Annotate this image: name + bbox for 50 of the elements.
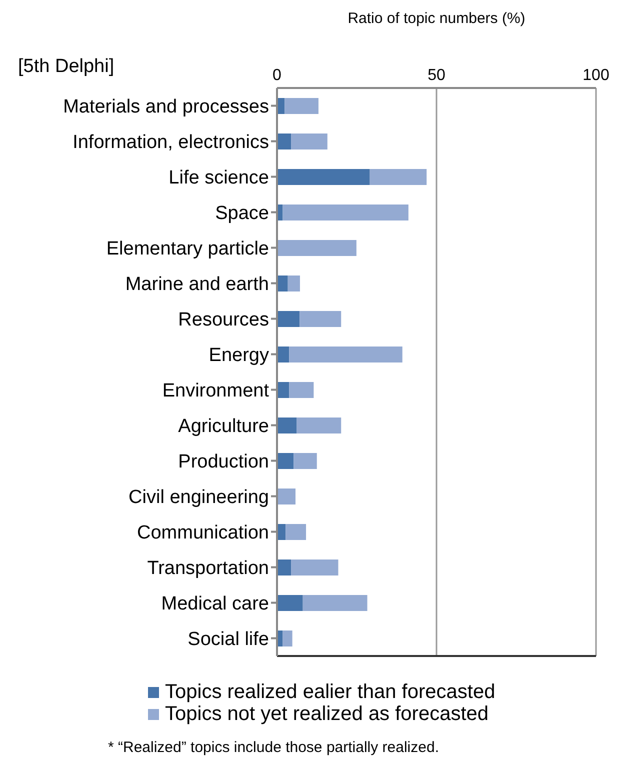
y-tick-label: Civil engineering: [128, 486, 269, 508]
bar: [277, 595, 303, 611]
bar: [277, 453, 294, 469]
bar: [277, 134, 292, 150]
y-tick-label: Marine and earth: [125, 274, 269, 295]
bar: [370, 169, 427, 185]
bar: [289, 382, 314, 398]
text: * “Realized” topics include those partially realized.: [108, 739, 440, 756]
y-tick-label: Social life: [188, 628, 269, 650]
y-tick-label: Medical care: [161, 593, 269, 614]
y-tick-label: Resources: [178, 309, 269, 330]
bar: [282, 204, 408, 220]
y-tick-label: Agriculture: [178, 416, 269, 437]
bar: [289, 346, 402, 362]
bar: [277, 488, 296, 504]
y-tick-label: Energy: [208, 344, 270, 366]
y-tick-label: Materials and processes: [63, 96, 269, 118]
legend-label: Topics not yet realized as forecasted: [165, 702, 489, 726]
x-tick-label: 0: [272, 67, 282, 84]
x-tick-label: 100: [582, 67, 610, 84]
bar: [284, 98, 318, 114]
bar: [300, 311, 342, 327]
bar: [286, 524, 306, 540]
bar: [277, 382, 290, 398]
y-tick-label: Information, electronics: [72, 132, 269, 153]
text: [5th Delphi]: [18, 56, 114, 78]
x-axis-title: Ratio of topic numbers (%): [346, 9, 526, 29]
bar: [277, 240, 356, 256]
bar: [277, 346, 290, 362]
bar: [277, 560, 292, 576]
y-tick-label: Transportation: [147, 558, 269, 579]
y-tick-label: Elementary particle: [106, 238, 269, 260]
bar: [296, 418, 342, 434]
bar: [288, 276, 300, 292]
bar: [277, 276, 288, 292]
y-tick-label: Life science: [168, 167, 269, 188]
bar: [294, 453, 317, 469]
y-tick-label: Space: [215, 202, 269, 224]
y-tick-label: Production: [178, 451, 269, 472]
bar: [277, 418, 297, 434]
x-tick-label: 50: [428, 67, 446, 84]
bar: [277, 311, 300, 327]
bar: [282, 630, 292, 646]
bar: [291, 134, 328, 150]
y-tick-label: Environment: [162, 380, 270, 402]
bar: [277, 169, 370, 185]
bar: [302, 595, 368, 611]
y-tick-label: Communication: [137, 522, 269, 544]
legend-label: Topics realized ealier than forecasted: [165, 680, 496, 704]
bar: [291, 560, 338, 576]
